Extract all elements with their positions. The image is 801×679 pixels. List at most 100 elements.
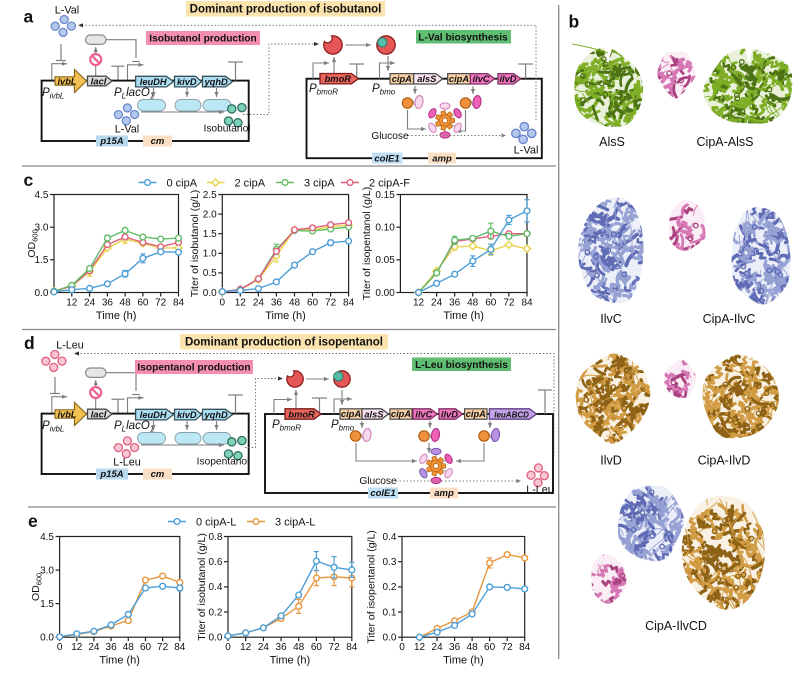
svg-text:3 cipA: 3 cipA: [304, 177, 335, 189]
svg-text:0.0: 0.0: [34, 288, 48, 299]
svg-text:12: 12: [66, 298, 78, 309]
svg-text:0.8: 0.8: [208, 532, 222, 543]
svg-text:24: 24: [258, 642, 270, 653]
svg-text:d: d: [24, 333, 35, 353]
svg-text:ilvC: ilvC: [415, 409, 432, 419]
svg-text:CipA-IlvD: CipA-IlvD: [698, 454, 751, 468]
svg-text:36: 36: [106, 642, 118, 653]
svg-text:24: 24: [253, 298, 265, 309]
svg-text:60: 60: [485, 298, 497, 309]
svg-text:60: 60: [140, 642, 152, 653]
svg-text:cipA: cipA: [392, 74, 412, 84]
svg-text:0.10: 0.10: [375, 223, 395, 234]
svg-text:alsS: alsS: [364, 409, 384, 419]
svg-text:leuDH: leuDH: [140, 77, 167, 87]
svg-text:84: 84: [521, 298, 533, 309]
svg-text:36: 36: [271, 298, 283, 309]
svg-text:72: 72: [329, 642, 341, 653]
svg-text:24: 24: [432, 642, 444, 653]
svg-text:48: 48: [293, 642, 305, 653]
svg-text:amp: amp: [434, 488, 454, 499]
svg-text:2.0: 2.0: [203, 209, 217, 220]
svg-text:0: 0: [399, 642, 405, 653]
svg-text:4.5: 4.5: [34, 190, 48, 201]
svg-text:60: 60: [307, 298, 319, 309]
svg-text:Isopentanol production: Isopentanol production: [137, 363, 250, 374]
svg-text:colE1: colE1: [370, 488, 395, 499]
svg-text:L-Val: L-Val: [55, 5, 79, 17]
svg-text:L-Val biosynthesis: L-Val biosynthesis: [418, 33, 508, 44]
svg-text:ivbL: ivbL: [57, 409, 76, 419]
svg-text:p15A: p15A: [99, 469, 123, 480]
svg-text:L-Val: L-Val: [514, 145, 539, 157]
svg-text:cm: cm: [151, 469, 165, 480]
svg-text:48: 48: [289, 298, 301, 309]
svg-text:0.15: 0.15: [375, 190, 395, 201]
svg-text:36: 36: [449, 642, 461, 653]
svg-text:Glucose: Glucose: [359, 476, 397, 487]
svg-text:AlsS: AlsS: [599, 135, 625, 149]
svg-text:IlvD: IlvD: [600, 454, 622, 468]
svg-text:24: 24: [84, 298, 96, 309]
svg-text:e: e: [28, 511, 38, 531]
svg-text:72: 72: [325, 298, 337, 309]
svg-text:12: 12: [414, 642, 426, 653]
svg-text:Time (h): Time (h): [270, 655, 311, 667]
svg-text:0.4: 0.4: [382, 532, 396, 543]
svg-text:cipA: cipA: [341, 409, 361, 419]
svg-text:0.0: 0.0: [203, 288, 217, 299]
svg-text:1.5: 1.5: [34, 255, 48, 266]
svg-text:0.05: 0.05: [375, 255, 395, 266]
svg-text:bmoR: bmoR: [325, 74, 352, 84]
svg-text:72: 72: [503, 298, 515, 309]
svg-text:CipA-AlsS: CipA-AlsS: [697, 135, 754, 149]
svg-text:48: 48: [123, 642, 135, 653]
svg-text:48: 48: [467, 642, 479, 653]
svg-text:yqhD: yqhD: [203, 77, 228, 87]
svg-text:L-Leu: L-Leu: [526, 484, 554, 496]
svg-text:72: 72: [502, 642, 514, 653]
svg-text:12: 12: [240, 642, 252, 653]
svg-text:0.2: 0.2: [382, 582, 396, 593]
svg-text:Titer of isobutanol (g/L): Titer of isobutanol (g/L): [196, 533, 208, 641]
svg-text:0.4: 0.4: [208, 582, 222, 593]
svg-text:Titer of isopentanol (g/L): Titer of isopentanol (g/L): [361, 187, 373, 300]
svg-text:Dominant production of isobuta: Dominant production of isobutanol: [190, 4, 382, 16]
svg-text:0.0: 0.0: [208, 633, 222, 644]
svg-text:0: 0: [57, 642, 63, 653]
svg-text:CipA-IlvCD: CipA-IlvCD: [645, 619, 707, 633]
svg-text:72: 72: [155, 298, 167, 309]
svg-text:60: 60: [311, 642, 323, 653]
svg-text:PLlacO1: PLlacO1: [114, 420, 154, 434]
svg-text:L-Val: L-Val: [115, 124, 139, 136]
svg-text:Glucose: Glucose: [371, 131, 409, 142]
svg-text:1.0: 1.0: [203, 249, 217, 260]
svg-text:12: 12: [235, 298, 247, 309]
svg-text:0.6: 0.6: [208, 557, 222, 568]
svg-text:bmoR: bmoR: [288, 409, 315, 419]
svg-text:Titer of isopentanol (g/L): Titer of isopentanol (g/L): [366, 530, 378, 643]
svg-text:84: 84: [174, 642, 186, 653]
svg-text:Isobutanol: Isobutanol: [203, 124, 250, 135]
svg-text:0: 0: [220, 298, 226, 309]
svg-text:amp: amp: [432, 153, 452, 164]
svg-text:24: 24: [431, 298, 443, 309]
svg-text:cipA: cipA: [466, 409, 486, 419]
svg-text:2.5: 2.5: [203, 190, 217, 201]
svg-text:84: 84: [519, 642, 531, 653]
svg-text:0.0: 0.0: [40, 633, 54, 644]
svg-text:0 cipA-L: 0 cipA-L: [196, 516, 236, 528]
svg-text:ilvD: ilvD: [441, 409, 458, 419]
svg-text:kivD: kivD: [177, 77, 197, 87]
svg-text:2 cipA: 2 cipA: [235, 177, 266, 189]
svg-text:Time (h): Time (h): [443, 310, 484, 322]
svg-text:L-Leu: L-Leu: [113, 457, 141, 469]
svg-text:12: 12: [413, 298, 425, 309]
svg-text:0.5: 0.5: [203, 268, 217, 279]
svg-text:0.3: 0.3: [382, 557, 396, 568]
svg-text:4.5: 4.5: [40, 532, 54, 543]
svg-text:84: 84: [173, 298, 185, 309]
svg-text:IlvC: IlvC: [600, 312, 622, 326]
svg-text:72: 72: [157, 642, 169, 653]
svg-text:L-Leu biosynthesis: L-Leu biosynthesis: [415, 360, 508, 371]
